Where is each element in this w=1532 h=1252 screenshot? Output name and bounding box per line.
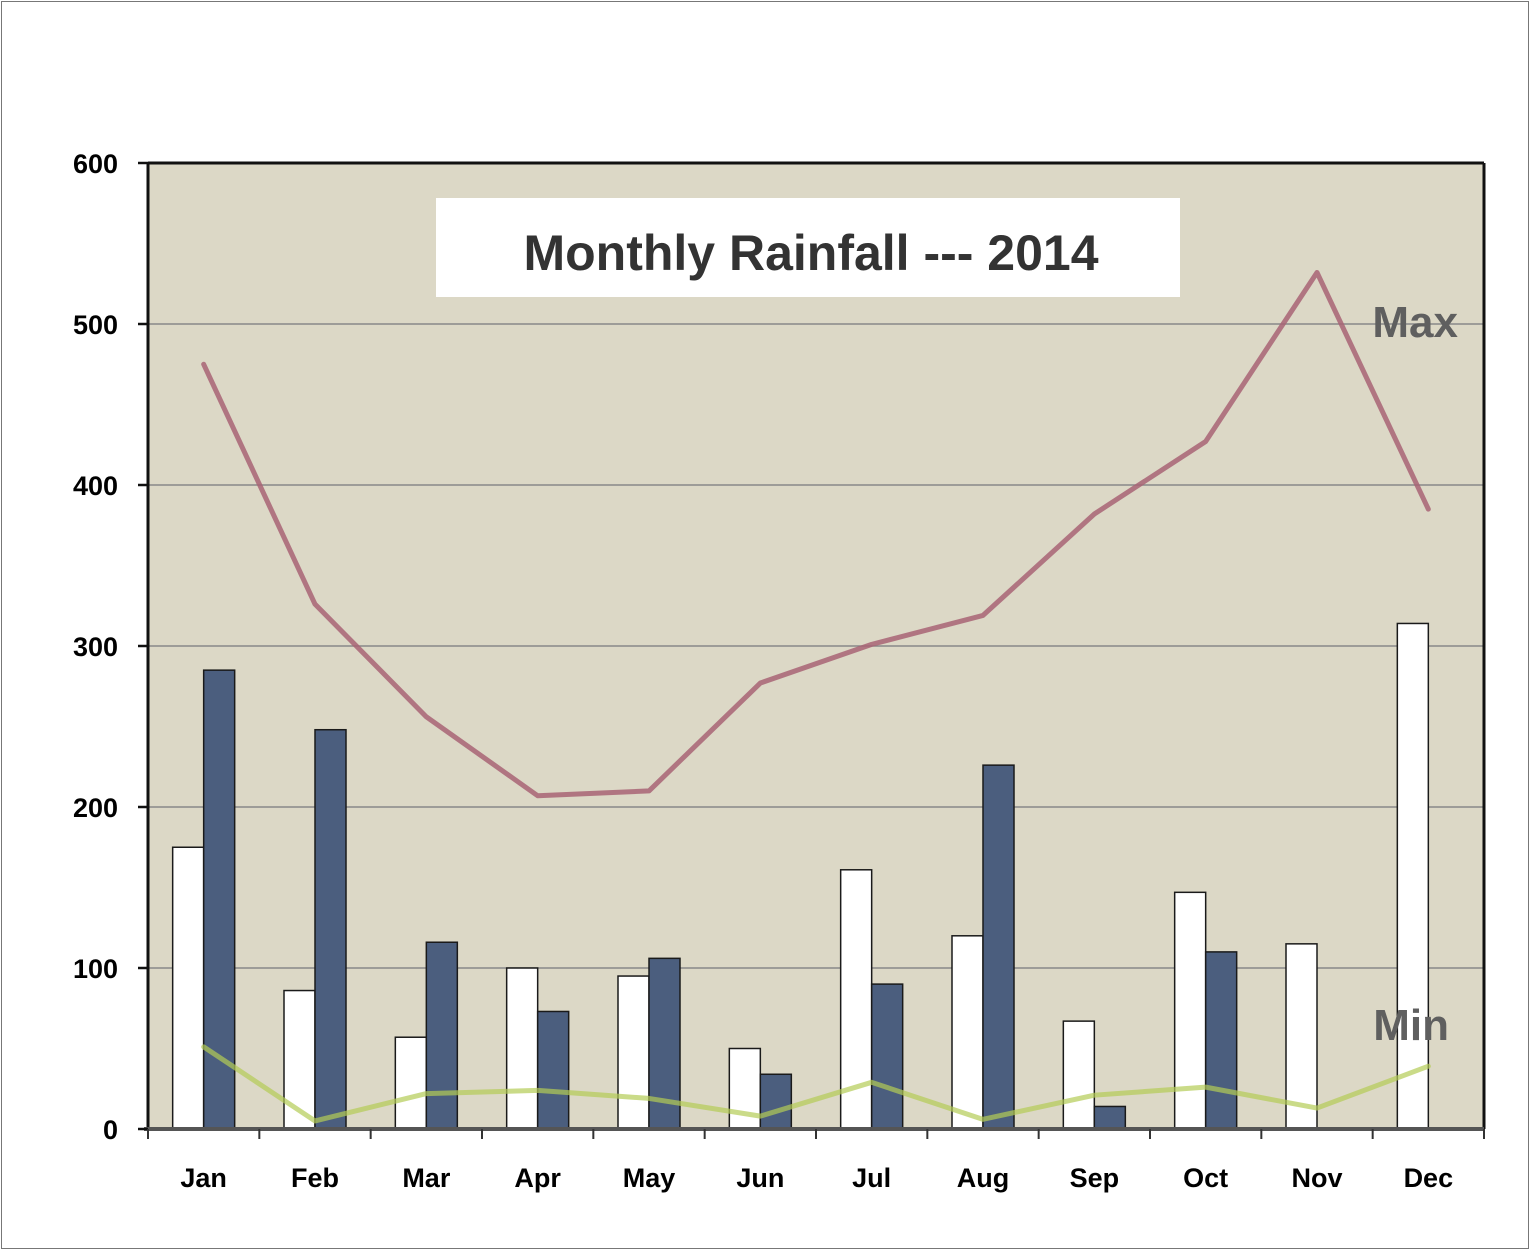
y-tick-label: 200	[73, 793, 118, 823]
bar-blue-jun	[759, 1073, 793, 1130]
y-tick-label: 0	[103, 1115, 118, 1145]
x-tick-label: May	[623, 1163, 676, 1193]
bar-white-mar	[394, 1036, 428, 1130]
x-axis-tick-labels: Jan Feb Mar Apr May Jun Jul Aug Sep Oct Nov Dec	[180, 1163, 1453, 1193]
bar-blue-mar	[425, 941, 459, 1130]
x-tick-label: Feb	[291, 1163, 339, 1193]
x-tick-label: Jun	[736, 1163, 784, 1193]
line-min	[201, 1044, 1431, 1124]
x-tick-label: Jan	[180, 1163, 227, 1193]
bar-white-may	[617, 975, 650, 1130]
bar-blue-feb	[314, 728, 347, 1130]
bar-blue-apr	[536, 1010, 570, 1130]
y-tick-label: 400	[73, 471, 118, 501]
y-tick-label: 600	[73, 149, 118, 179]
bar-white-apr	[505, 967, 539, 1130]
axes	[138, 161, 1486, 1139]
x-tick-label: Apr	[514, 1163, 561, 1193]
x-tick-label: Jul	[852, 1163, 891, 1193]
title-box	[436, 198, 1180, 297]
y-tick-label: 500	[73, 310, 118, 340]
bar-blue-aug	[982, 764, 1015, 1130]
bar-white-aug	[951, 935, 984, 1130]
bar-blue-sep	[1093, 1105, 1127, 1130]
line-max	[201, 269, 1431, 799]
y-axis-tick-labels: 0 100 200 300 400 500 600	[73, 149, 118, 1145]
x-tick-label: Nov	[1291, 1163, 1342, 1193]
min-annotation: Min	[1373, 1001, 1449, 1050]
bar-white-nov	[1285, 943, 1318, 1130]
bar-white-sep	[1062, 1020, 1096, 1130]
gridlines	[148, 323, 1484, 969]
lines-layer	[201, 269, 1431, 1124]
bar-white-jan	[171, 846, 205, 1130]
chart-title: Monthly Rainfall --- 2014	[523, 225, 1098, 281]
bars-layer	[171, 622, 1430, 1130]
max-annotation: Max	[1372, 298, 1458, 347]
x-tick-label: Sep	[1070, 1163, 1120, 1193]
y-tick-label: 100	[73, 954, 118, 984]
x-tick-label: Mar	[402, 1163, 451, 1193]
bar-white-oct	[1173, 891, 1207, 1130]
bar-white-dec	[1396, 622, 1430, 1130]
y-tick-label: 300	[73, 632, 118, 662]
bar-blue-oct	[1204, 951, 1238, 1130]
x-tick-label: Aug	[957, 1163, 1009, 1193]
bar-blue-jul	[870, 983, 904, 1130]
x-tick-label: Dec	[1404, 1163, 1454, 1193]
x-tick-label: Oct	[1183, 1163, 1228, 1193]
